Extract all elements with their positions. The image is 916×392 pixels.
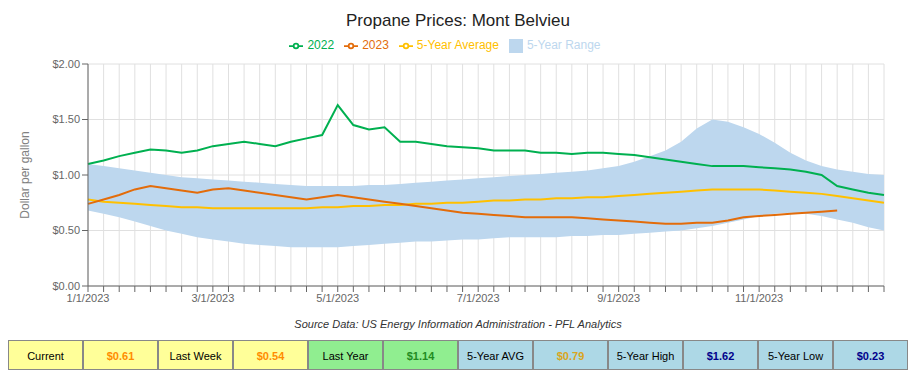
svg-text:7/1/2023: 7/1/2023: [457, 292, 500, 304]
html-text:5-Year Low: 5-Year Low: [767, 350, 824, 362]
html-text:$1.62: $1.62: [706, 350, 735, 362]
html-text:Current: Current: [27, 350, 64, 362]
html-text:$0.79: $0.79: [556, 350, 585, 362]
svg-text:$1.00: $1.00: [52, 169, 80, 181]
svg-text:11/1/2023: 11/1/2023: [735, 292, 783, 304]
svg-text:Dollar per gallon: Dollar per gallon: [18, 131, 32, 218]
svg-text:$0.50: $0.50: [52, 224, 80, 236]
svg-text:$2.00: $2.00: [52, 58, 80, 70]
html-text:$0.54: $0.54: [256, 350, 285, 362]
svg-text:$1.50: $1.50: [52, 113, 80, 125]
html-text:Last Week: Last Week: [169, 350, 222, 362]
html-text:$1.14: $1.14: [406, 350, 435, 362]
html-text:$0.23: $0.23: [856, 350, 885, 362]
svg-text:3/1/2023: 3/1/2023: [191, 292, 234, 304]
svg-text:1/1/2023: 1/1/2023: [67, 292, 110, 304]
svg-text:$0.00: $0.00: [52, 280, 80, 292]
html-text:5-Year Average: 5-Year Average: [416, 38, 499, 52]
html-text:Source Data: US Energy Informa: Source Data: US Energy Information Admin…: [294, 318, 622, 330]
html-text:5-Year AVG: 5-Year AVG: [467, 350, 524, 362]
html-text:2022: 2022: [307, 38, 335, 52]
html-text:5-Year High: 5-Year High: [616, 350, 675, 362]
html-text:5-Year Range: 5-Year Range: [526, 38, 601, 52]
html-text:Propane Prices: Mont Belvieu: Propane Prices: Mont Belvieu: [346, 11, 570, 30]
svg-text:9/1/2023: 9/1/2023: [597, 292, 640, 304]
html-text:$0.61: $0.61: [106, 350, 135, 362]
svg-text:5/1/2023: 5/1/2023: [316, 292, 359, 304]
html-text:Last Year: Last Year: [322, 350, 369, 362]
html-text:2023: 2023: [362, 38, 389, 52]
